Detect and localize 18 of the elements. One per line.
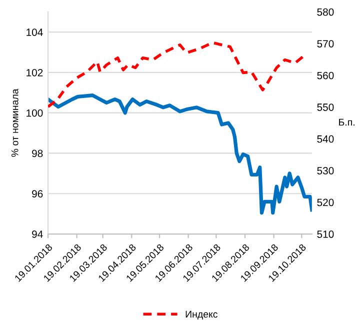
y2-tick-label: 560: [317, 72, 334, 80]
y-tick-label: 94: [32, 230, 43, 238]
y2-tick-label: 570: [317, 40, 334, 48]
y-tick-label: 98: [32, 150, 43, 158]
y2-tick-label: 540: [317, 135, 334, 143]
y-tick-label: 104: [26, 28, 43, 36]
line-series: [48, 93, 312, 215]
y2-tick-label: 580: [317, 8, 334, 16]
y2-tick-label: 530: [317, 167, 334, 174]
y2-tick-label: 510: [317, 230, 334, 238]
legend-label: Индекс: [186, 310, 218, 320]
y-tick-label: 96: [32, 190, 43, 198]
y2-tick-label: 520: [317, 198, 334, 206]
y-axis-title: % от номинала: [11, 88, 18, 157]
y2-axis-title: Б.п.: [339, 118, 354, 126]
y-tick-label: 102: [26, 68, 43, 76]
y-tick-label: 100: [26, 109, 43, 117]
y2-tick-label: 550: [317, 104, 334, 111]
